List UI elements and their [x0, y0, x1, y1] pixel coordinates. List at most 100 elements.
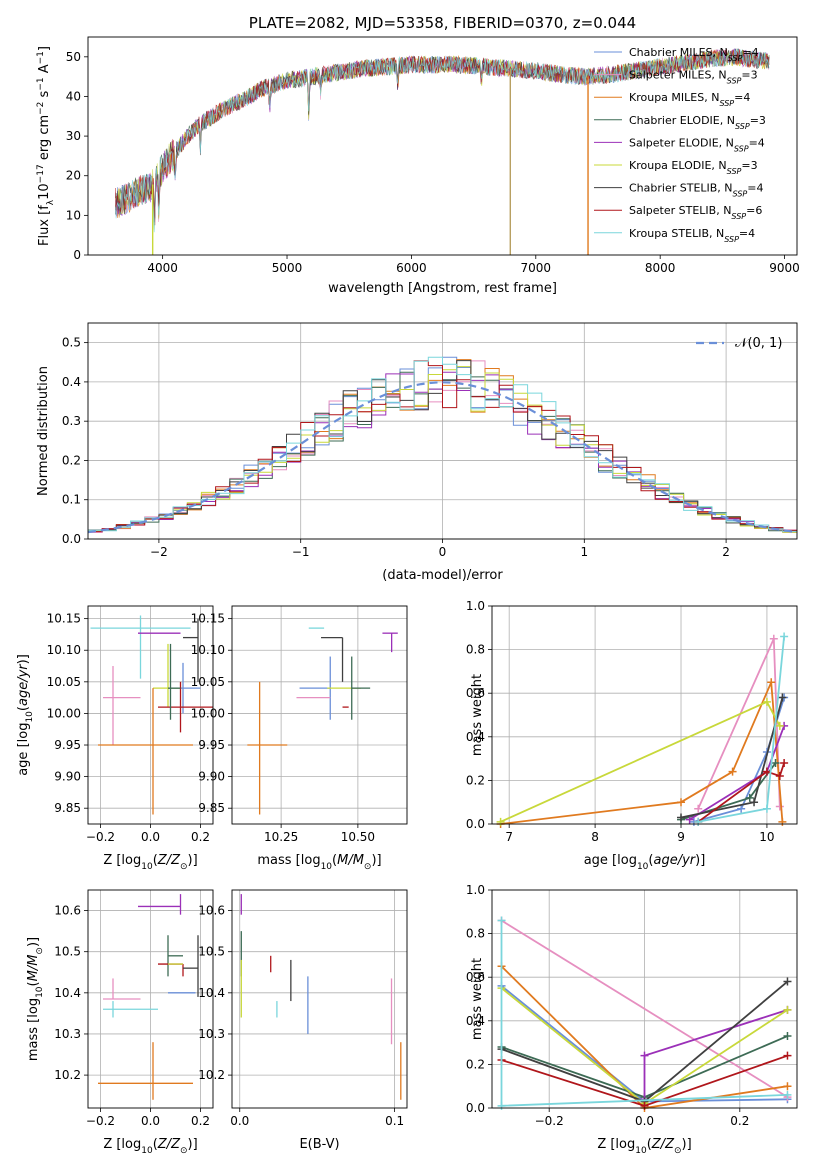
x-tick-label: 4000 — [147, 261, 178, 275]
y-tick-label: 0.2 — [62, 453, 81, 467]
y-tick-label: 0.4 — [466, 1014, 485, 1028]
x-tick-label: 10.25 — [264, 830, 298, 844]
x-axis-label: Z [log10(Z/Z⊙)] — [103, 853, 197, 872]
y-tick-label: 30 — [66, 129, 81, 143]
weight-marker — [771, 758, 780, 767]
label-part: age [log — [584, 853, 637, 868]
legend-label: Salpeter STELIB, NSSP=6 — [629, 204, 762, 221]
x-tick-label: 8 — [591, 830, 599, 844]
y-tick-label: 9.85 — [54, 801, 81, 815]
y-tick-label: 10.6 — [54, 904, 81, 918]
label-part: Salpeter MILES, N — [629, 69, 727, 82]
label-part: =3 — [741, 159, 757, 172]
age_vs_mass-frame — [231, 605, 408, 825]
weight-marker — [737, 804, 746, 813]
y-tick-label: 10.10 — [191, 643, 225, 657]
x-axis-label: age [log10(age/yr)] — [584, 853, 706, 872]
spectrum-axes: 4000 5000 6000 7000 8000 9000 0 10 20 30 40 50 — [66, 50, 800, 275]
residuals-axes: −2 −1 0 1 2 0.0 0.1 0.2 0.3 0.4 0.5 — [62, 323, 797, 559]
label-part: Salpeter STELIB, N — [629, 204, 731, 217]
label-part: Kroupa STELIB, N — [629, 227, 724, 240]
weight-marker — [750, 798, 759, 807]
y-tick-label: 10.2 — [198, 1068, 225, 1082]
data-point — [299, 656, 331, 720]
label-part: Salpeter ELODIE, N — [629, 136, 734, 149]
y-tick-label: 0.0 — [466, 1101, 485, 1115]
histogram-series — [88, 360, 797, 533]
x-tick-label: 9000 — [769, 261, 800, 275]
label-part: SSP — [733, 189, 748, 198]
data-point — [351, 656, 371, 720]
label-part: Flux [f — [37, 205, 52, 246]
x-tick-label: 9 — [677, 830, 685, 844]
x-tick-label: 0.0 — [141, 830, 160, 844]
label-part: ⊙ — [364, 862, 372, 872]
x-tick-label: 0.1 — [385, 1114, 404, 1128]
x-tick-label: 10.50 — [341, 830, 375, 844]
weight-marker — [677, 813, 686, 822]
age_vs_Z-axes: −0.2 0.0 0.2 9.85 9.90 9.95 10.00 10.05 10.10 10.… — [47, 606, 213, 844]
label-part: ( — [648, 853, 653, 868]
weight-series — [677, 693, 787, 822]
label-part: s — [37, 90, 52, 101]
y-tick-label: 0.2 — [466, 773, 485, 787]
label-part: Chabrier ELODIE, N — [629, 114, 735, 127]
data-point — [153, 643, 181, 708]
weight-marker — [762, 804, 771, 813]
label-part: Chabrier STELIB, N — [629, 182, 733, 195]
y-tick-label: 0.4 — [62, 375, 81, 389]
y-tick-label: 0.8 — [466, 927, 485, 941]
y-tick-label: 10.05 — [191, 675, 225, 689]
y-axis-label: Normed distribution — [36, 366, 51, 496]
label-part: ⊙ — [674, 1146, 682, 1156]
mass_vs_ebv-frame — [231, 889, 408, 1109]
weight-marker — [783, 1051, 792, 1060]
weight-marker — [640, 1051, 649, 1060]
weight-marker — [783, 1005, 792, 1014]
mass_vs_ebv-axes: 0.0 0.1 10.2 10.3 10.4 10.5 10.6 — [198, 890, 407, 1128]
data-point — [168, 643, 181, 720]
weight-marker — [762, 767, 771, 776]
label-part: )] — [188, 1137, 198, 1152]
y-tick-label: 9.85 — [198, 801, 225, 815]
label-part: −2 — [36, 102, 46, 115]
label-part: mass [log — [257, 853, 320, 868]
data-point — [103, 666, 141, 746]
label-part: M/M — [26, 955, 41, 982]
y-tick-label: 0.1 — [62, 493, 81, 507]
weight-line — [697, 638, 781, 810]
weight-marker — [685, 815, 694, 824]
x-axis-label: wavelength [Angstrom, rest frame] — [328, 281, 557, 296]
label-part: =3 — [750, 114, 766, 127]
y-tick-label: 0.8 — [466, 643, 485, 657]
weight-marker — [677, 798, 686, 807]
y-tick-label: 10.05 — [47, 675, 81, 689]
legend-label: Salpeter MILES, NSSP=3 — [629, 69, 758, 86]
label-part: Z/Z — [157, 1137, 181, 1152]
weight-marker — [762, 697, 771, 706]
data-point — [138, 894, 182, 915]
label-part: ] — [37, 46, 52, 51]
label-part: )] — [695, 853, 705, 868]
y-tick-label: 10.6 — [198, 904, 225, 918]
y-tick-label: 10.5 — [198, 945, 225, 959]
y-tick-label: 10.10 — [47, 643, 81, 657]
label-part: ⊙ — [180, 862, 188, 872]
x-tick-label: 0.0 — [635, 1114, 654, 1128]
label-part: 10 — [141, 862, 153, 872]
label-part: age [log — [16, 723, 31, 776]
weight_vs_age-frame — [491, 605, 798, 825]
weight-series — [694, 758, 789, 826]
x-axis-label: (data-model)/error — [382, 568, 503, 583]
x-tick-label: 7 — [505, 830, 513, 844]
label-part: =3 — [741, 69, 757, 82]
label-part: SSP — [735, 121, 750, 130]
data-point — [103, 1001, 158, 1018]
y-tick-label: 9.90 — [54, 770, 81, 784]
label-part: Z [log — [103, 853, 141, 868]
label-part: λ — [46, 199, 56, 205]
spectrum-line — [115, 48, 770, 233]
label-part: 10 — [37, 183, 52, 200]
